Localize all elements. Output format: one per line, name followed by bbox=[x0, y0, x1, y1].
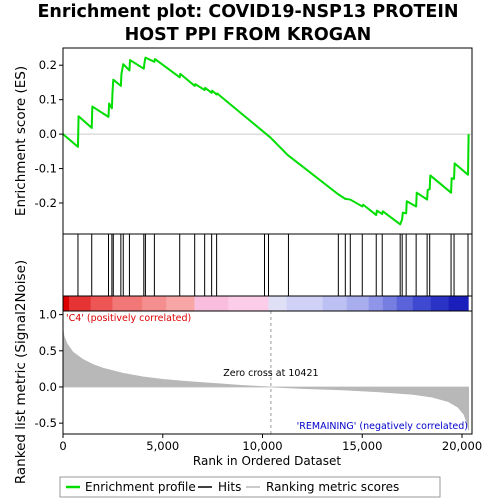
zero-cross-label: Zero cross at 10421 bbox=[223, 368, 318, 379]
color-bar-segment bbox=[448, 296, 469, 311]
positive-correlation-label: 'C4' (positively correlated) bbox=[66, 313, 191, 324]
es-curve bbox=[62, 56, 470, 226]
x-axis-label: Rank in Ordered Dataset bbox=[193, 454, 341, 468]
color-bar-segment bbox=[468, 296, 469, 311]
color-bar-segment bbox=[368, 296, 383, 311]
color-bar-segment bbox=[322, 296, 347, 311]
es-curve-group bbox=[62, 56, 470, 226]
es-y-axis-ticks: 0.2 0.1 0.0 -0.1 -0.2 bbox=[35, 58, 63, 210]
metric-panel-background bbox=[63, 311, 472, 434]
color-bar-segment bbox=[268, 296, 287, 311]
es-y-tick-label: -0.2 bbox=[35, 196, 57, 210]
es-y-axis-label: Enrichment score (ES) bbox=[13, 66, 29, 216]
x-tick-label: 5,000 bbox=[146, 439, 179, 453]
color-bar-segment bbox=[166, 296, 195, 311]
x-tick-label: 10,000 bbox=[242, 439, 282, 453]
metric-y-axis-ticks: 1.0 0.5 0.0 -0.5 bbox=[35, 308, 63, 430]
color-bar-segment bbox=[63, 296, 69, 311]
es-y-tick-label: 0.0 bbox=[39, 127, 57, 141]
metric-panel-frame bbox=[62, 310, 473, 435]
x-tick-label: 20,000 bbox=[442, 439, 482, 453]
color-bar-segment bbox=[286, 296, 323, 311]
metric-area bbox=[62, 329, 470, 431]
metric-y-tick-label: 0.5 bbox=[39, 344, 57, 358]
metric-area-group bbox=[62, 311, 470, 434]
color-bar-segment bbox=[194, 296, 229, 311]
legend-label-enrichment-profile: Enrichment profile bbox=[85, 480, 196, 494]
color-bar-segment bbox=[430, 296, 449, 311]
negative-correlation-label: 'REMAINING' (negatively correlated) bbox=[297, 421, 468, 432]
x-tick-label: 0 bbox=[59, 439, 66, 453]
metric-y-tick-label: 1.0 bbox=[39, 308, 57, 322]
x-tick-label: 15,000 bbox=[342, 439, 382, 453]
metric-y-tick-label: -0.5 bbox=[35, 416, 57, 430]
chart-title-line-2: HOST PPI FROM KROGAN bbox=[125, 25, 372, 45]
color-bar-segment bbox=[68, 296, 91, 311]
color-bar-segment bbox=[142, 296, 167, 311]
hits-markers bbox=[77, 234, 469, 296]
color-bar-segment bbox=[396, 296, 413, 311]
legend-label-hits: Hits bbox=[218, 480, 241, 494]
legend-label-ranking-metric: Ranking metric scores bbox=[266, 480, 399, 494]
color-bar-segment bbox=[346, 296, 369, 311]
es-panel-background bbox=[63, 48, 472, 234]
metric-y-axis-label: Ranked list metric (Signal2Noise) bbox=[13, 260, 29, 484]
es-y-tick-label: 0.2 bbox=[39, 58, 57, 72]
metric-y-tick-label: 0.0 bbox=[39, 380, 57, 394]
hits-panel-background bbox=[63, 234, 472, 296]
color-bar-segment bbox=[112, 296, 143, 311]
chart-title-line-1: Enrichment plot: COVID19-NSP13 PROTEIN bbox=[37, 2, 458, 22]
es-y-tick-label: -0.1 bbox=[35, 162, 57, 176]
x-axis-ticks: 0 5,000 10,000 15,000 20,000 bbox=[59, 434, 482, 453]
color-bar-segment bbox=[228, 296, 269, 311]
es-y-tick-label: 0.1 bbox=[39, 93, 57, 107]
color-bar-segment bbox=[412, 296, 431, 311]
color-bar-segment bbox=[90, 296, 113, 311]
ranking-color-bar bbox=[63, 296, 469, 311]
color-bar-segment bbox=[382, 296, 397, 311]
